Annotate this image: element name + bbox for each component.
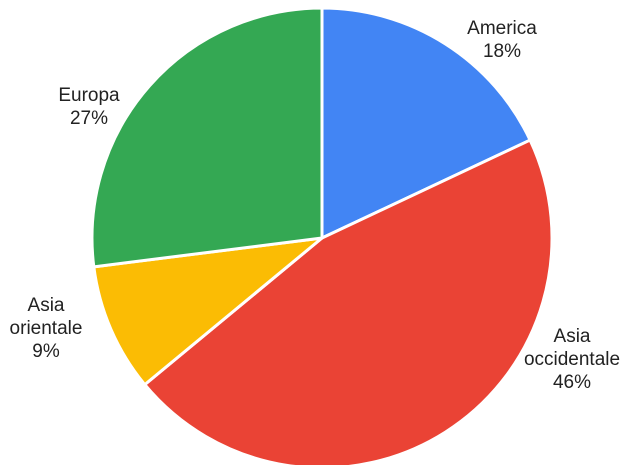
slice-label-asia-occidentale: Asia occidentale 46% bbox=[524, 326, 620, 393]
slice-label-america: America 18% bbox=[467, 18, 537, 62]
slice-name-line: Europa bbox=[58, 85, 120, 106]
slice-name-line: occidentale bbox=[524, 349, 620, 370]
slice-label-europa: Europa 27% bbox=[58, 85, 120, 129]
pie-slice-europa bbox=[90, 6, 324, 269]
slice-name-line: orientale bbox=[10, 318, 83, 339]
slice-name-line: Asia bbox=[554, 326, 591, 347]
slice-name-line: America bbox=[467, 18, 537, 39]
pie-slice-asia-orientale bbox=[92, 236, 324, 387]
slice-name-line: Asia bbox=[28, 295, 65, 316]
slice-percent: 18% bbox=[483, 41, 521, 62]
slice-label-asia-orientale: Asia orientale 9% bbox=[10, 295, 83, 362]
slice-percent: 46% bbox=[553, 372, 591, 393]
pie-slices bbox=[90, 6, 554, 465]
pie-slice-asia-occidentale bbox=[143, 138, 554, 465]
slice-percent: 27% bbox=[70, 108, 108, 129]
pie-labels: America 18%Asia occidentale 46%Asia oriental… bbox=[10, 18, 621, 393]
slice-percent: 9% bbox=[32, 341, 60, 362]
pie-slice-america bbox=[320, 6, 532, 240]
